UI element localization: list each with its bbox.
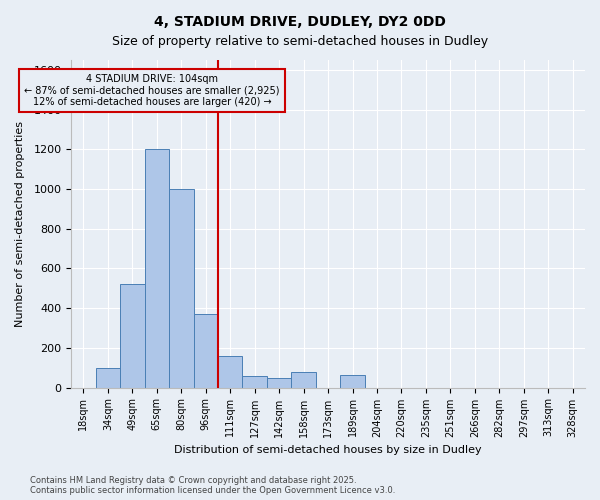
Bar bbox=[194, 314, 218, 388]
Bar bbox=[218, 356, 242, 388]
Text: 4, STADIUM DRIVE, DUDLEY, DY2 0DD: 4, STADIUM DRIVE, DUDLEY, DY2 0DD bbox=[154, 15, 446, 29]
Bar bbox=[340, 374, 365, 388]
Text: 4 STADIUM DRIVE: 104sqm
← 87% of semi-detached houses are smaller (2,925)
12% of: 4 STADIUM DRIVE: 104sqm ← 87% of semi-de… bbox=[24, 74, 280, 107]
Bar bbox=[145, 150, 169, 388]
Bar bbox=[169, 189, 194, 388]
Bar bbox=[242, 376, 267, 388]
Text: Size of property relative to semi-detached houses in Dudley: Size of property relative to semi-detach… bbox=[112, 35, 488, 48]
Text: Contains HM Land Registry data © Crown copyright and database right 2025.
Contai: Contains HM Land Registry data © Crown c… bbox=[30, 476, 395, 495]
Bar bbox=[95, 368, 120, 388]
Bar bbox=[267, 378, 292, 388]
Y-axis label: Number of semi-detached properties: Number of semi-detached properties bbox=[15, 121, 25, 327]
X-axis label: Distribution of semi-detached houses by size in Dudley: Distribution of semi-detached houses by … bbox=[174, 445, 482, 455]
Bar bbox=[120, 284, 145, 388]
Bar bbox=[292, 372, 316, 388]
